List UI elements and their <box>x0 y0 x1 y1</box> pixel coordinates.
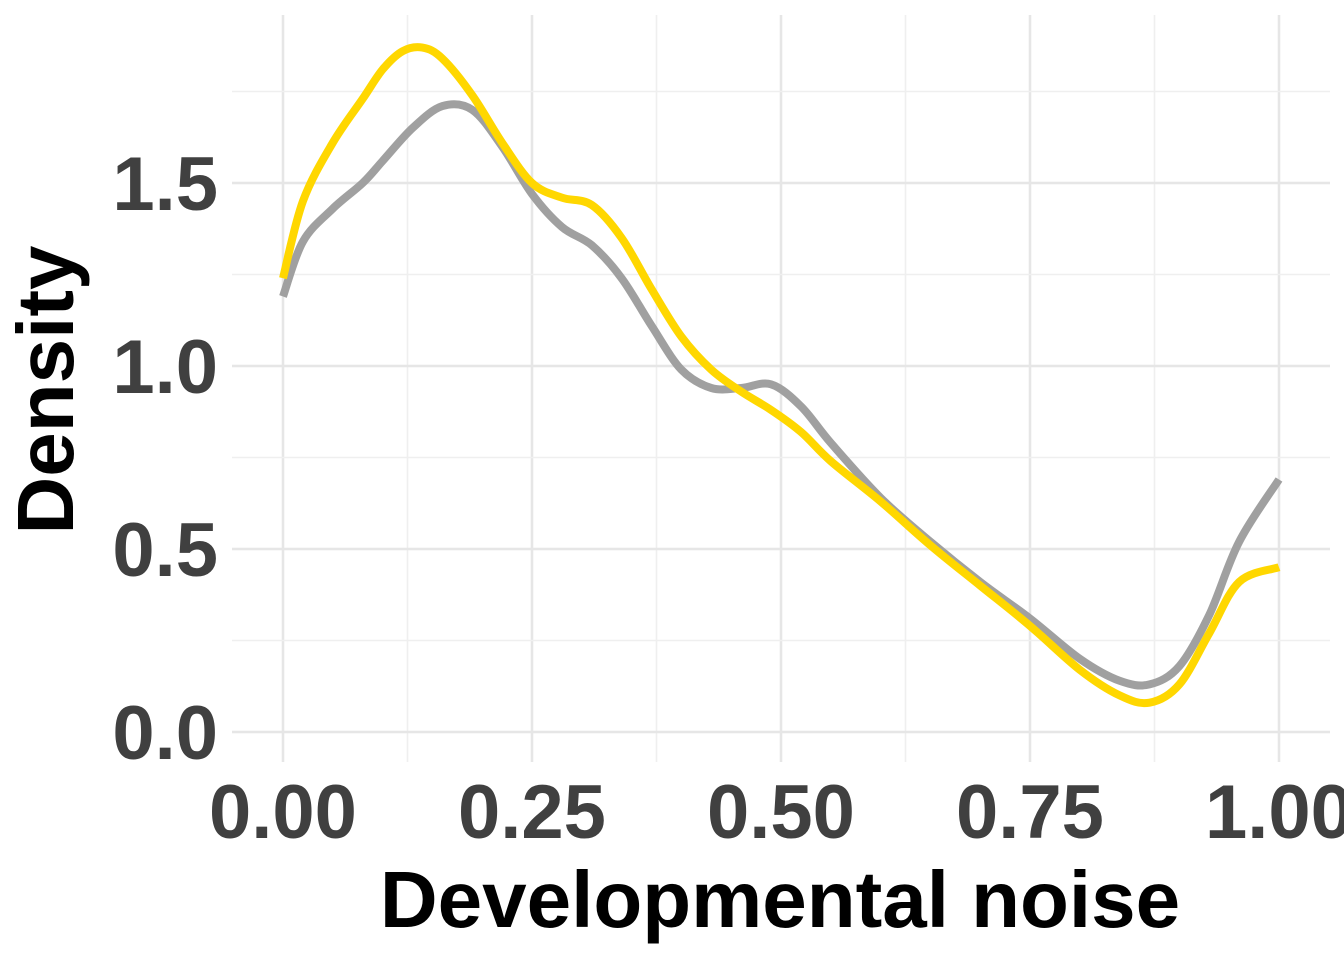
y-tick-label: 1.0 <box>112 325 218 410</box>
x-axis-title: Developmental noise <box>380 855 1180 944</box>
y-axis-title: Density <box>1 245 90 534</box>
y-tick-label: 0.5 <box>112 508 218 593</box>
density-curve-2 <box>279 43 1281 708</box>
density-curves <box>279 43 1283 708</box>
density-curve-1 <box>279 100 1283 690</box>
x-axis-tick-labels: 0.00 0.25 0.50 0.75 1.00 <box>209 770 1344 855</box>
y-tick-label: 1.5 <box>112 142 218 227</box>
gridlines <box>232 15 1330 762</box>
x-tick-label: 0.75 <box>956 770 1104 855</box>
x-tick-label: 1.00 <box>1205 770 1344 855</box>
x-tick-label: 0.00 <box>209 770 357 855</box>
x-tick-label: 0.25 <box>458 770 606 855</box>
y-axis-tick-labels: 0.0 0.5 1.0 1.5 <box>112 142 218 776</box>
y-tick-label: 0.0 <box>112 691 218 776</box>
x-tick-label: 0.50 <box>707 770 855 855</box>
